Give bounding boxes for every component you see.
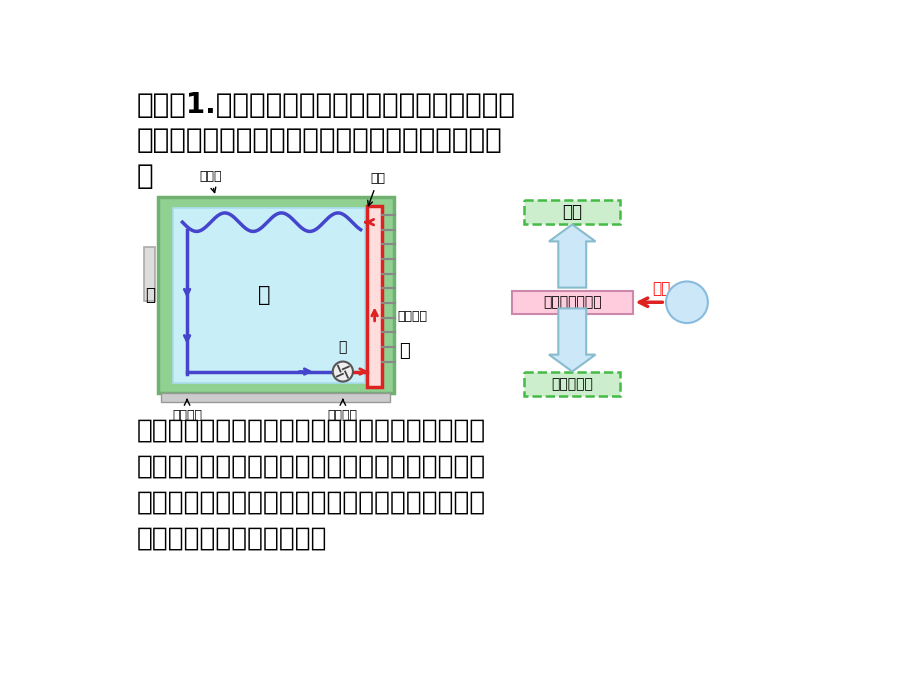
Text: 低压管道: 低压管道 [172, 408, 202, 422]
Polygon shape [549, 308, 595, 371]
Text: 电冰箱制冷系统: 电冰箱制冷系统 [542, 295, 601, 309]
Text: 高压管道: 高压管道 [327, 408, 357, 422]
Circle shape [333, 362, 353, 382]
Text: 大气: 大气 [562, 203, 582, 221]
Bar [162, 393, 390, 402]
Text: 热
量: 热 量 [566, 312, 577, 351]
Text: 这是因为电冰箱消耗了电能，对致冷系统做了功。
一旦切断电源，电冰箱就不能把其内部的热量传给
外界的空气了。相反，外界的热量会自发地传给电
冰箱，使其温度逐渐升高: 这是因为电冰箱消耗了电能，对致冷系统做了功。 一旦切断电源，电冰箱就不能把其内部… [137, 417, 485, 552]
Bar [157, 197, 393, 393]
Text: 门: 门 [144, 286, 154, 304]
Bar [367, 206, 382, 387]
FancyBboxPatch shape [524, 371, 619, 396]
Bar [173, 208, 364, 383]
Polygon shape [549, 224, 595, 288]
Text: 小孔: 小孔 [368, 172, 385, 206]
Text: 泵: 泵 [338, 341, 346, 355]
Text: 思考：1.电冰箱内部的温度比外部低，为什么致冷
系统还能够不断地把冰箱内的热量传给外界的空气
？: 思考：1.电冰箱内部的温度比外部低，为什么致冷 系统还能够不断地把冰箱内的热量传… [137, 90, 516, 190]
Text: 热
量: 热 量 [566, 245, 577, 284]
FancyBboxPatch shape [511, 290, 632, 314]
Text: 口散热板: 口散热板 [397, 310, 426, 323]
Text: 暖: 暖 [399, 342, 410, 359]
Bar [143, 247, 154, 301]
Text: 做功: 做功 [652, 281, 670, 296]
FancyBboxPatch shape [524, 200, 619, 224]
Text: 冷: 冷 [258, 286, 270, 305]
Text: 隔热层: 隔热层 [199, 170, 221, 193]
Circle shape [665, 282, 707, 323]
Text: 贮藏的食品: 贮藏的食品 [550, 377, 593, 391]
Text: 电源: 电源 [677, 295, 696, 310]
